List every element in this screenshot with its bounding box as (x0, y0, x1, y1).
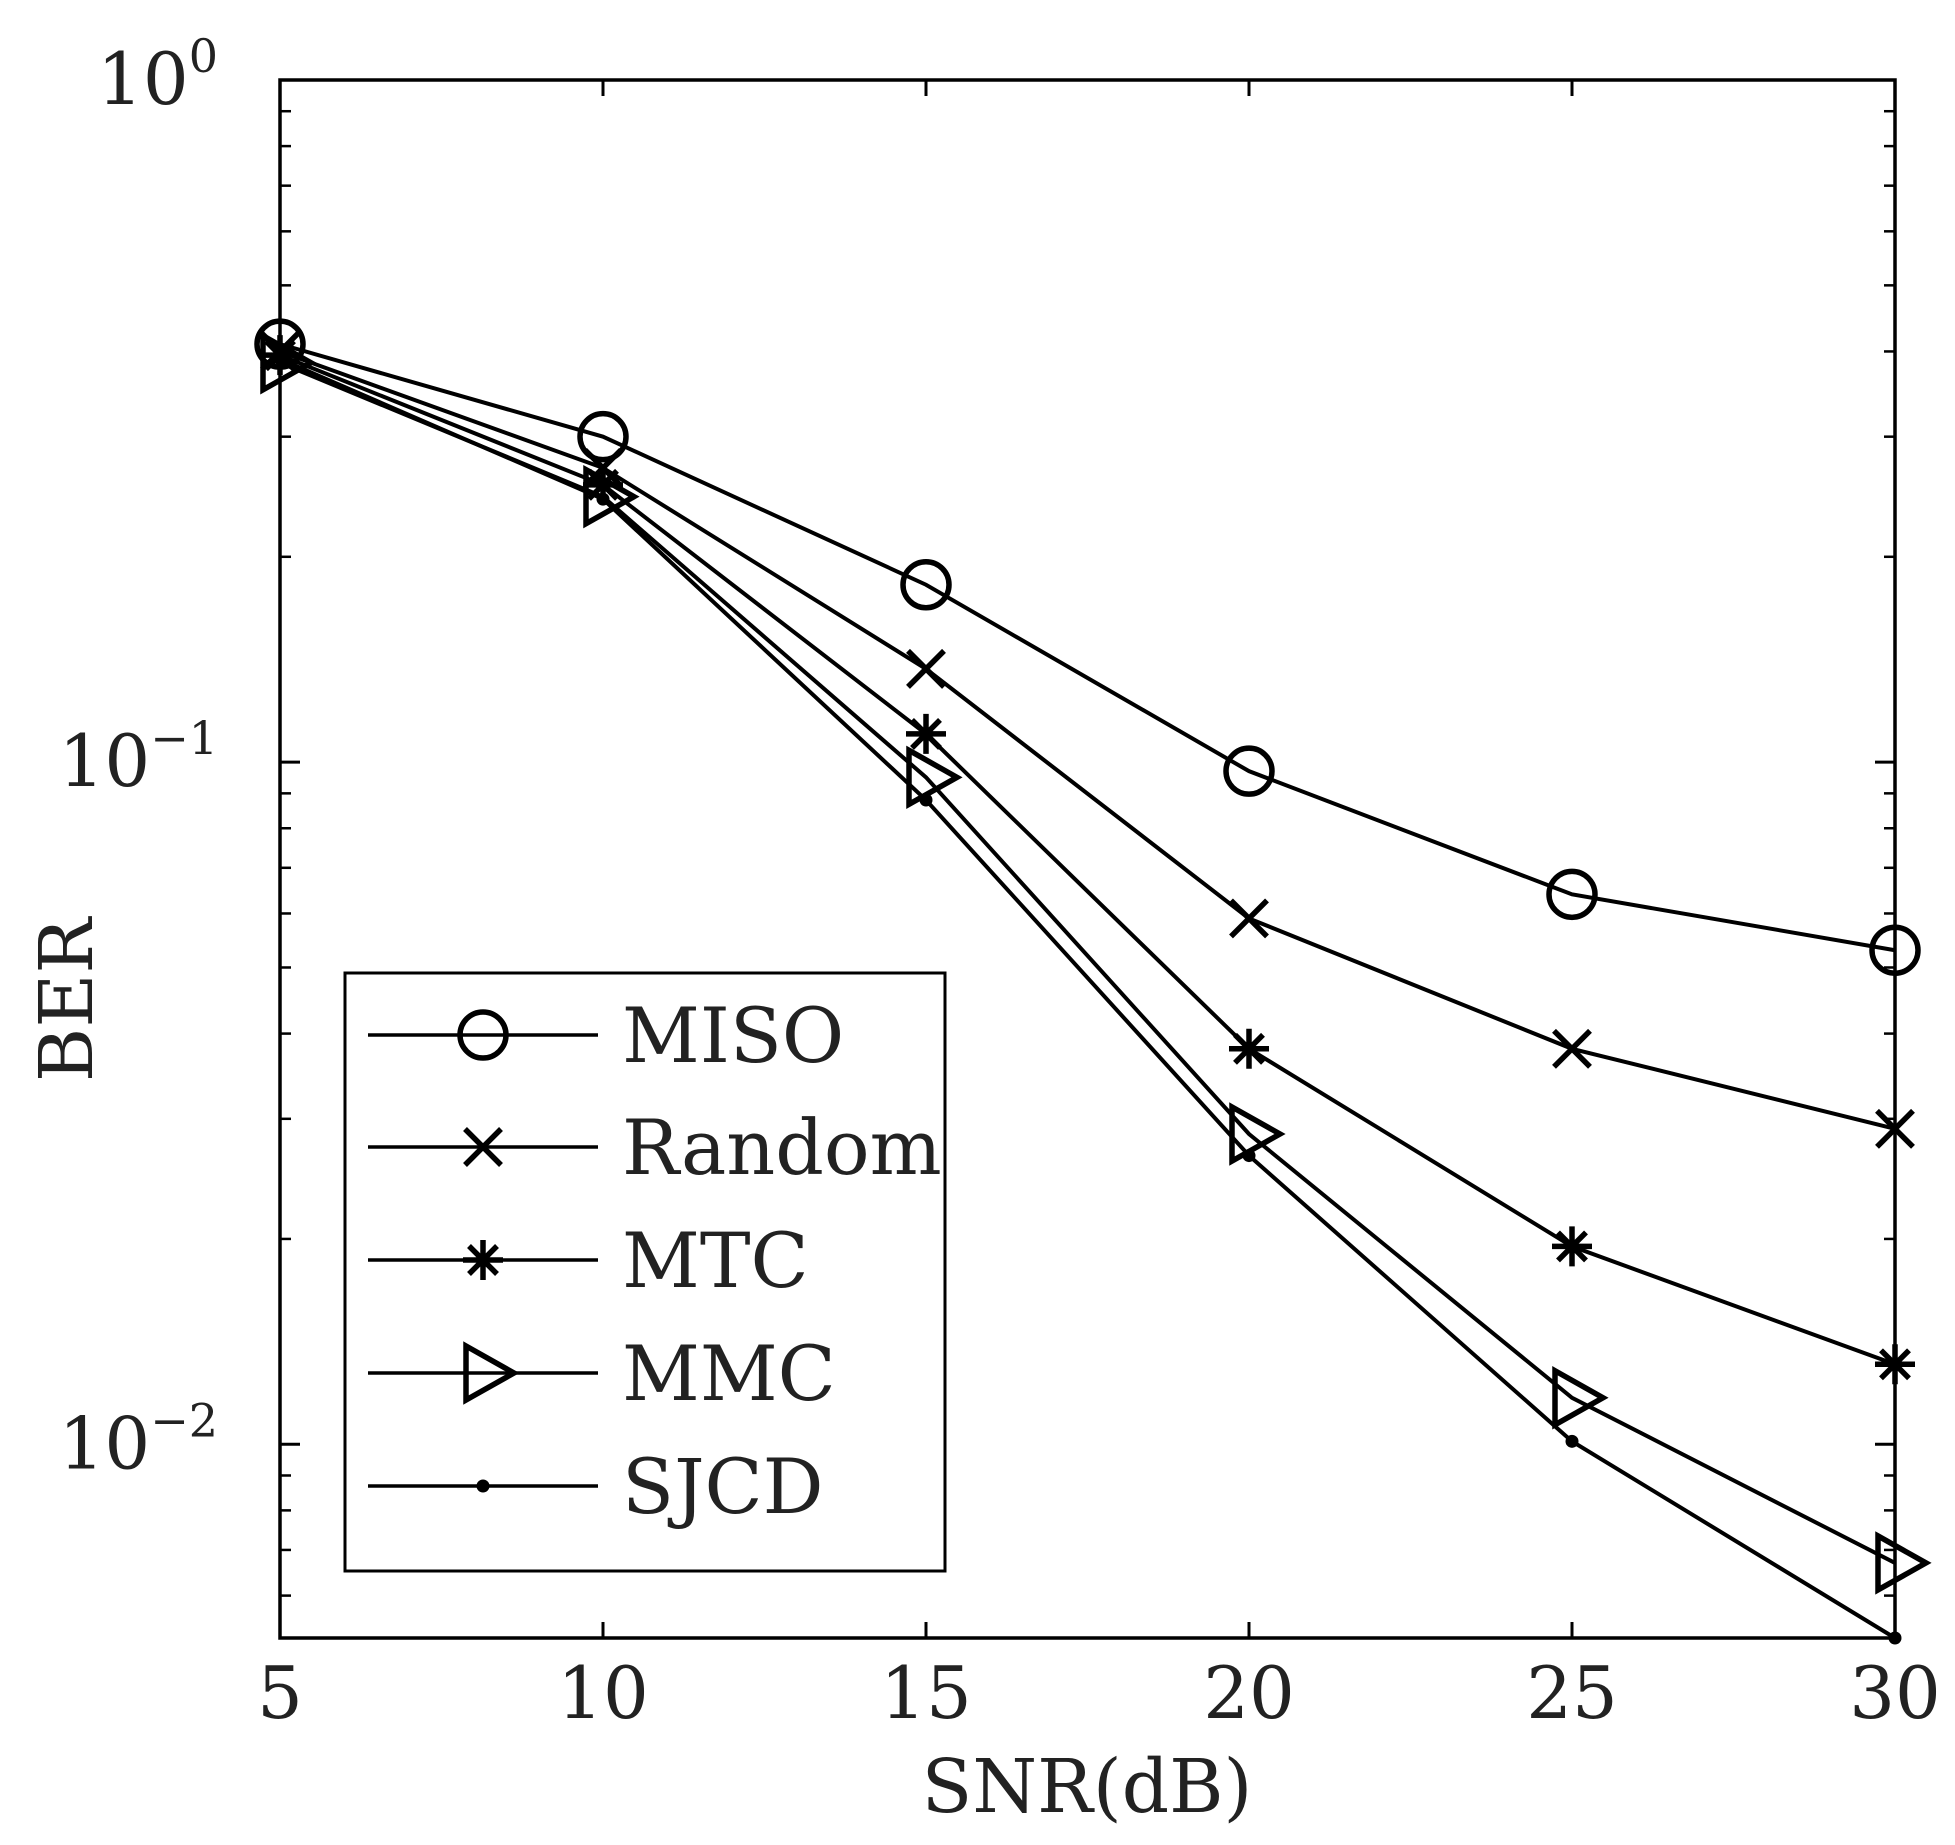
legend-label: SJCD (622, 1442, 824, 1531)
marker-circle (900, 558, 952, 611)
marker-dot (273, 352, 287, 366)
series-line (279, 342, 1896, 953)
dot-marker (1888, 1631, 1902, 1645)
triangle-marker (260, 331, 317, 395)
legend-item-mmc: MMC (368, 1329, 836, 1418)
legend-item-miso: MISO (368, 991, 844, 1080)
series-line (279, 357, 1897, 1640)
marker-dot (1888, 1631, 1902, 1645)
marker-dot (919, 793, 933, 807)
x-tick-label: 20 (1203, 1651, 1295, 1735)
y-tick-label: 10−2 (59, 1393, 218, 1485)
marker-asterisk (906, 713, 946, 754)
asterisk-marker (1552, 1226, 1592, 1267)
marker-x (906, 648, 946, 689)
triangle-marker (583, 464, 640, 529)
plot-frame (278, 78, 1897, 1640)
triangle-marker (1875, 1531, 1932, 1595)
x-tick-label: 15 (880, 1651, 972, 1735)
marker-asterisk (1229, 1028, 1269, 1069)
asterisk-marker (906, 713, 946, 754)
marker-triangle-right (463, 1341, 520, 1405)
data-series (254, 318, 1932, 1645)
legend-item-mtc: MTC (368, 1216, 809, 1305)
marker-dot (476, 1479, 490, 1493)
marker-dot (1242, 1149, 1256, 1163)
marker-triangle-right (1552, 1366, 1609, 1430)
x-marker (1875, 1108, 1915, 1149)
dot-marker (1565, 1434, 1579, 1448)
marker-asterisk (1552, 1226, 1592, 1267)
triangle-marker (1552, 1366, 1609, 1430)
y-axis-label: BER (24, 916, 110, 1082)
axis-ticks: 5 10 15 20 25 30 100 10−1 10−2 (59, 29, 1941, 1735)
marker-circle (1546, 868, 1598, 921)
y-tick-label: 10−1 (59, 711, 218, 803)
circle-marker (900, 558, 952, 611)
marker-x (1229, 898, 1269, 939)
series-miso (254, 318, 1921, 976)
dot-marker (273, 352, 287, 366)
circle-marker (1546, 868, 1598, 921)
x-tick-label: 10 (557, 1651, 649, 1735)
triangle-marker (463, 1341, 520, 1405)
circle-marker (1869, 924, 1921, 976)
marker-circle (457, 1009, 509, 1061)
marker-triangle-right (260, 331, 317, 395)
asterisk-marker (1229, 1028, 1269, 1069)
marker-asterisk (463, 1240, 503, 1280)
series-sjcd (273, 352, 1902, 1645)
legend-item-sjcd: SJCD (368, 1442, 824, 1531)
legend-item-random: Random (368, 1103, 942, 1192)
x-marker (1552, 1028, 1592, 1069)
legend-label: MISO (622, 991, 844, 1080)
y-tick-label: 100 (97, 29, 218, 121)
legend-label: Random (622, 1103, 942, 1192)
marker-asterisk (583, 464, 623, 505)
legend: MISO Random MTC MMC SJCD (343, 971, 947, 1573)
series-line (279, 349, 1896, 1131)
x-axis-label: SNR(dB) (922, 1744, 1253, 1830)
dot-marker (596, 492, 610, 506)
marker-dot (1565, 1434, 1579, 1448)
marker-triangle-right (583, 464, 640, 529)
asterisk-marker (1875, 1344, 1915, 1385)
marker-triangle-right (1875, 1531, 1932, 1595)
legend-label: MMC (622, 1329, 836, 1418)
marker-circle (1223, 745, 1275, 797)
series-line (279, 353, 1896, 1367)
circle-marker (577, 410, 629, 463)
dot-marker (476, 1479, 490, 1493)
marker-dot (596, 492, 610, 506)
marker-circle (577, 410, 629, 463)
x-marker (1229, 898, 1269, 939)
dot-marker (919, 793, 933, 807)
x-tick-label: 5 (257, 1651, 303, 1735)
marker-asterisk (1875, 1344, 1915, 1385)
x-tick-label: 25 (1526, 1651, 1618, 1735)
dot-marker (1242, 1149, 1256, 1163)
triangle-marker (906, 745, 963, 810)
legend-label: MTC (622, 1216, 809, 1305)
circle-marker (1223, 745, 1275, 797)
x-tick-label: 30 (1849, 1651, 1941, 1735)
marker-circle (1869, 924, 1921, 976)
x-marker (463, 1127, 503, 1167)
asterisk-marker (583, 464, 623, 505)
circle-marker (457, 1009, 509, 1061)
marker-triangle-right (906, 745, 963, 810)
x-marker (906, 648, 946, 689)
marker-x (1875, 1108, 1915, 1149)
marker-x (463, 1127, 503, 1167)
marker-x (1552, 1028, 1592, 1069)
legend-box (343, 971, 947, 1573)
asterisk-marker (463, 1240, 503, 1280)
